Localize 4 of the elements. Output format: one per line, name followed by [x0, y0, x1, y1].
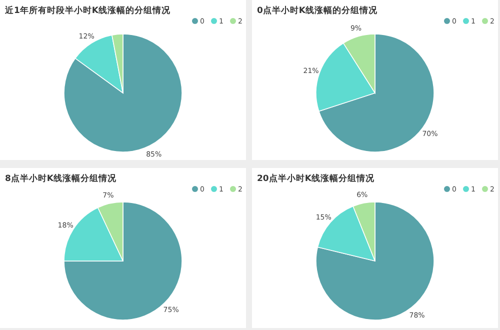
chart-title: 8点半小时K线涨幅分组情况: [5, 173, 118, 184]
chart-title: 20点半小时K线涨幅分组情况: [257, 173, 376, 184]
chart-title: 近1年所有时段半小时K线涨幅的分组情况: [4, 5, 172, 16]
chart-title: 0点半小时K线涨幅的分组情况: [257, 5, 378, 16]
